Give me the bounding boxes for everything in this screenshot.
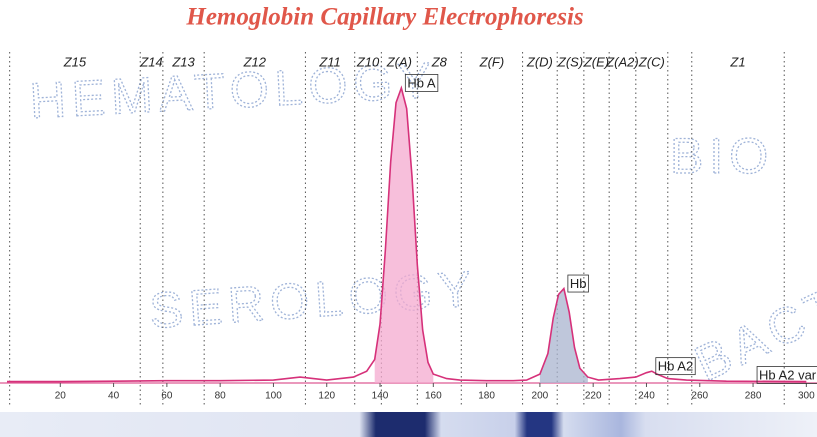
peak-label-box	[567, 274, 589, 293]
peak-label-box	[404, 74, 439, 92]
zone-label: Z(C)	[638, 54, 665, 69]
zone-label: Z12	[243, 54, 267, 69]
zone-label: Z(A)	[386, 54, 412, 69]
x-tick-label: 40	[108, 391, 120, 402]
peak-label: Hb	[570, 276, 587, 291]
x-tick-label: 20	[55, 391, 67, 402]
zone-label: Z15	[63, 54, 87, 69]
peak-label-box	[756, 366, 817, 384]
x-tick-label: 60	[161, 391, 173, 402]
peak-area	[539, 288, 588, 383]
x-tick-label: 140	[372, 391, 389, 402]
x-tick-label: 80	[215, 391, 227, 402]
zone-label: Z(E)	[583, 54, 609, 69]
zone-label: Z(A2)	[605, 54, 639, 69]
x-tick-label: 240	[638, 391, 655, 402]
x-tick-label: 220	[585, 391, 602, 402]
zone-label: Z10	[356, 54, 380, 69]
watermark: SEROLOGY	[148, 260, 480, 339]
x-tick-label: 280	[745, 391, 762, 402]
gel-strip	[0, 412, 817, 437]
trace	[7, 85, 807, 383]
peak-label-box	[655, 357, 696, 376]
peak-label: Hb A2 variant	[759, 367, 817, 382]
x-tick-label: 160	[425, 391, 442, 402]
watermark: BIO	[670, 128, 774, 184]
zone-label: Z(S)	[557, 54, 583, 69]
zone-label: Z14	[139, 54, 162, 69]
x-tick-label: 200	[532, 391, 549, 402]
x-tick-label: 120	[318, 391, 335, 402]
peak-label: Hb A	[407, 75, 436, 90]
peak-label: Hb A2	[658, 359, 693, 374]
zone-label: Z1	[729, 54, 745, 69]
zone-label: Z13	[171, 54, 195, 69]
x-tick-label: 100	[265, 391, 282, 402]
zone-label: Z8	[431, 54, 448, 69]
zone-label: Z(D)	[526, 54, 553, 69]
x-tick-label: 260	[691, 391, 708, 402]
x-tick-label: 180	[478, 391, 495, 402]
x-tick-label: 300	[798, 391, 815, 402]
zone-label: Z(F)	[479, 54, 505, 69]
chart-title: Hemoglobin Capillary Electrophoresis	[185, 4, 583, 31]
zone-label: Z11	[318, 54, 340, 69]
peak-area	[374, 88, 434, 383]
